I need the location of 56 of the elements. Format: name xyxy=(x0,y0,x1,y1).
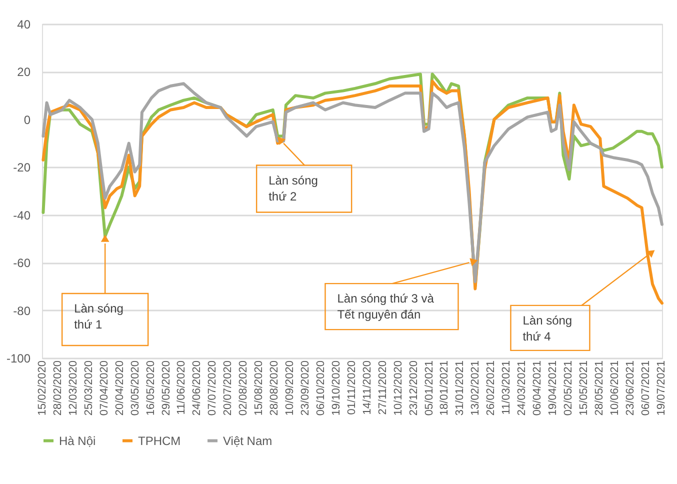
x-tick-label: 16/05/2020 xyxy=(144,360,157,416)
x-tick-label: 15/05/2021 xyxy=(578,360,590,416)
annotation: Làn sóng thứ 4 xyxy=(522,313,572,344)
x-tick-label: 10/12/2020 xyxy=(392,360,404,416)
x-tick-label: 14/11/2020 xyxy=(361,360,374,415)
x-tick-label: 10/06/2021 xyxy=(608,360,621,416)
x-tick-label: 19/04/2021 xyxy=(547,360,560,416)
x-tick-label: 13/02/2021 xyxy=(470,360,482,416)
x-tick-label: 15/08/2020 xyxy=(253,360,266,416)
x-tick-label: 07/04/2020 xyxy=(98,360,110,416)
x-tick-label: 24/03/2021 xyxy=(516,360,528,416)
x-tick-label: 26/02/2021 xyxy=(485,360,498,416)
x-tick-label: 25/03/2020 xyxy=(82,360,95,416)
x-tick-label: 03/05/2020 xyxy=(129,360,142,416)
x-tick-label: 27/11/2020 xyxy=(376,360,389,415)
annotation: Làn sóng thứ 3 và Tết nguyên đán xyxy=(337,292,434,322)
x-tick-label: 10/09/2020 xyxy=(284,360,296,416)
x-tick-label: 18/01/2021 xyxy=(438,360,451,416)
x-tick-label: 15/02/2020 xyxy=(36,360,48,416)
x-tick-label: 31/01/2021 xyxy=(454,360,466,416)
x-tick-label: 20/07/2020 xyxy=(222,360,234,416)
x-tick-label: 06/04/2021 xyxy=(532,360,544,416)
legend-label: Hà Nội xyxy=(59,434,96,448)
x-tick-label: 28/05/2021 xyxy=(593,360,606,416)
legend-label: Việt Nam xyxy=(223,434,272,448)
x-tick-label: 19/10/2020 xyxy=(330,360,342,416)
y-tick-label: -20 xyxy=(13,160,31,175)
legend-label: TPHCM xyxy=(138,434,181,448)
x-tick-label: 28/08/2020 xyxy=(268,360,281,416)
y-tick-label: 0 xyxy=(24,112,31,127)
y-tick-label: 40 xyxy=(17,18,31,32)
x-tick-label: 05/01/2021 xyxy=(423,360,436,416)
x-tick-label: 19/07/2021 xyxy=(655,360,668,416)
x-tick-label: 02/05/2021 xyxy=(562,360,574,416)
x-tick-label: 12/03/2020 xyxy=(67,360,80,416)
annotation: Làn sóng thứ 2 xyxy=(268,173,318,204)
x-tick-label: 11/03/2021 xyxy=(500,360,513,415)
x-tick-label: 23/09/2020 xyxy=(299,360,312,416)
x-tick-label: 02/08/2020 xyxy=(238,360,250,416)
y-tick-label: -40 xyxy=(13,208,31,222)
x-tick-label: 06/10/2020 xyxy=(314,360,327,416)
x-tick-label: 28/02/2020 xyxy=(52,360,64,416)
annotation: Làn sóng thứ 1 xyxy=(74,301,124,332)
x-tick-label: 07/07/2020 xyxy=(206,360,219,416)
y-tick-label: -80 xyxy=(13,304,31,318)
x-tick-label: 23/12/2020 xyxy=(408,360,420,416)
y-tick-label: -100 xyxy=(6,352,31,366)
x-tick-label: 23/06/2021 xyxy=(624,360,636,416)
x-tick-label: 20/04/2020 xyxy=(114,360,126,416)
y-tick-label: 20 xyxy=(17,65,31,80)
x-tick-label: 01/11/2020 xyxy=(346,360,358,415)
y-tick-label: -60 xyxy=(13,256,31,270)
x-tick-label: 11/06/2020 xyxy=(176,360,188,415)
x-tick-label: 29/05/2020 xyxy=(160,360,172,416)
x-tick-label: 06/07/2021 xyxy=(640,360,652,416)
x-tick-label: 24/06/2020 xyxy=(191,360,204,416)
